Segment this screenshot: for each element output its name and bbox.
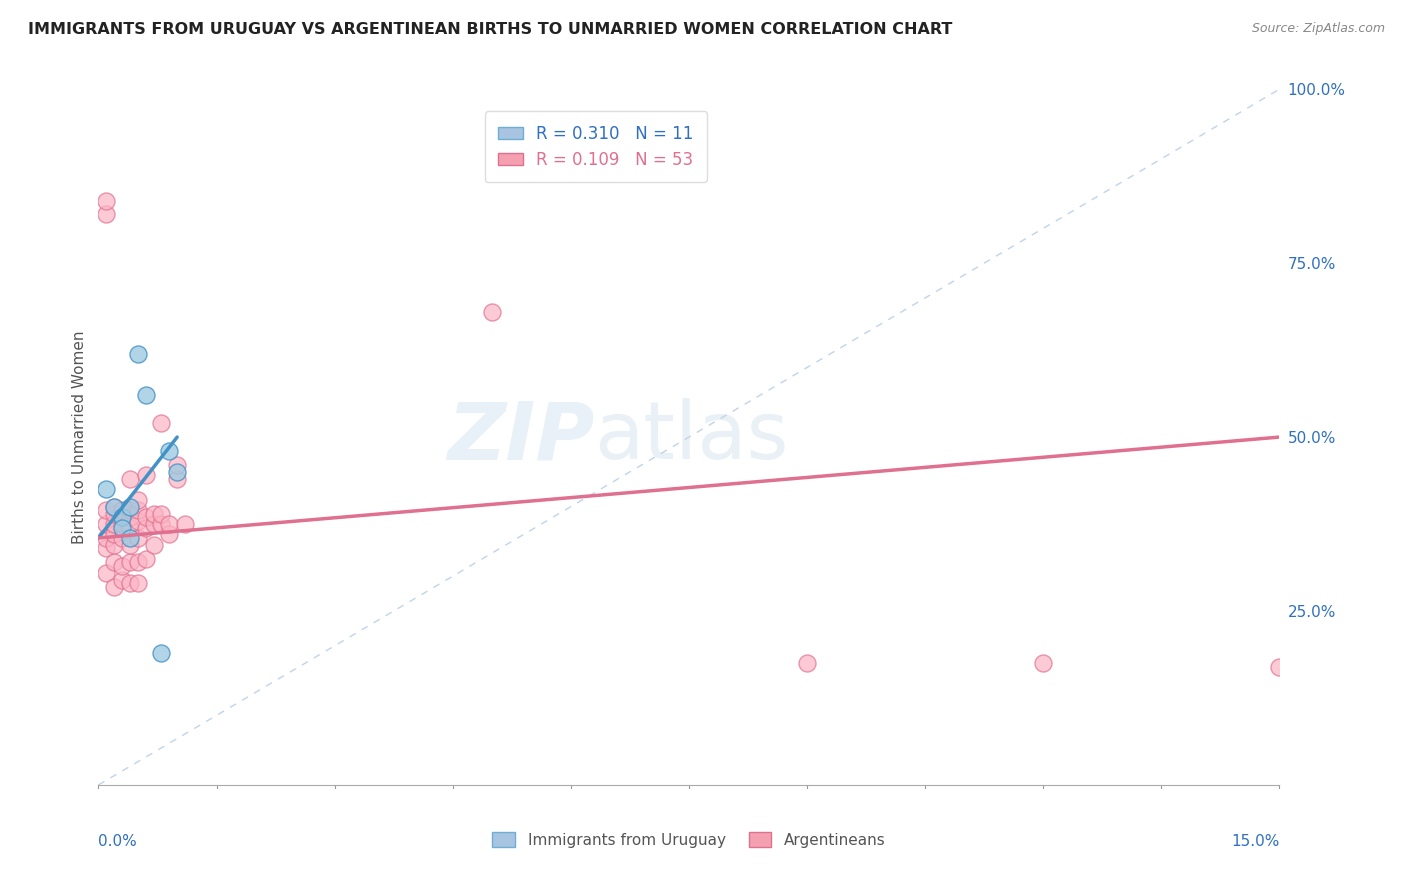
Point	[103, 538, 125, 552]
Point	[103, 555, 125, 569]
Point	[127, 555, 149, 569]
Point	[96, 503, 118, 517]
Point	[103, 527, 125, 541]
Point	[174, 516, 197, 531]
Point	[103, 500, 125, 514]
Point	[96, 516, 118, 531]
Point	[142, 507, 165, 521]
Point	[135, 468, 157, 483]
Point	[103, 507, 125, 521]
Point	[96, 194, 118, 208]
Point	[150, 507, 173, 521]
Point	[118, 555, 141, 569]
Point	[1268, 659, 1291, 673]
Point	[111, 516, 134, 531]
Y-axis label: Births to Unmarried Women: Births to Unmarried Women	[72, 330, 87, 544]
Point	[111, 510, 134, 524]
Point	[135, 551, 157, 566]
Point	[127, 346, 149, 360]
Point	[118, 520, 141, 534]
Point	[127, 531, 149, 545]
Point	[481, 305, 503, 319]
Point	[111, 531, 134, 545]
Point	[111, 503, 134, 517]
Point	[118, 510, 141, 524]
Point	[150, 416, 173, 430]
Text: 15.0%: 15.0%	[1232, 834, 1279, 848]
Point	[118, 503, 141, 517]
Text: atlas: atlas	[595, 398, 789, 476]
Text: ZIP: ZIP	[447, 398, 595, 476]
Legend: Immigrants from Uruguay, Argentineans: Immigrants from Uruguay, Argentineans	[486, 826, 891, 854]
Point	[118, 500, 141, 514]
Point	[127, 576, 149, 591]
Point	[103, 516, 125, 531]
Point	[157, 444, 180, 458]
Point	[157, 516, 180, 531]
Point	[166, 465, 188, 479]
Point	[96, 541, 118, 556]
Point	[127, 492, 149, 507]
Point	[166, 472, 188, 486]
Point	[1032, 657, 1054, 671]
Point	[96, 482, 118, 496]
Text: Source: ZipAtlas.com: Source: ZipAtlas.com	[1251, 22, 1385, 36]
Point	[127, 503, 149, 517]
Point	[118, 531, 141, 545]
Point	[96, 207, 118, 221]
Point	[135, 520, 157, 534]
Point	[103, 500, 125, 514]
Point	[103, 580, 125, 594]
Point	[118, 576, 141, 591]
Point	[96, 566, 118, 580]
Point	[111, 573, 134, 587]
Point	[118, 472, 141, 486]
Point	[166, 458, 188, 472]
Point	[111, 520, 134, 534]
Point	[142, 538, 165, 552]
Point	[111, 510, 134, 524]
Point	[135, 388, 157, 402]
Point	[157, 527, 180, 541]
Point	[150, 516, 173, 531]
Point	[796, 657, 818, 671]
Point	[96, 531, 118, 545]
Text: 0.0%: 0.0%	[98, 834, 138, 848]
Point	[118, 538, 141, 552]
Point	[111, 558, 134, 573]
Point	[150, 646, 173, 660]
Point	[127, 514, 149, 528]
Point	[135, 510, 157, 524]
Point	[142, 516, 165, 531]
Text: IMMIGRANTS FROM URUGUAY VS ARGENTINEAN BIRTHS TO UNMARRIED WOMEN CORRELATION CHA: IMMIGRANTS FROM URUGUAY VS ARGENTINEAN B…	[28, 22, 952, 37]
